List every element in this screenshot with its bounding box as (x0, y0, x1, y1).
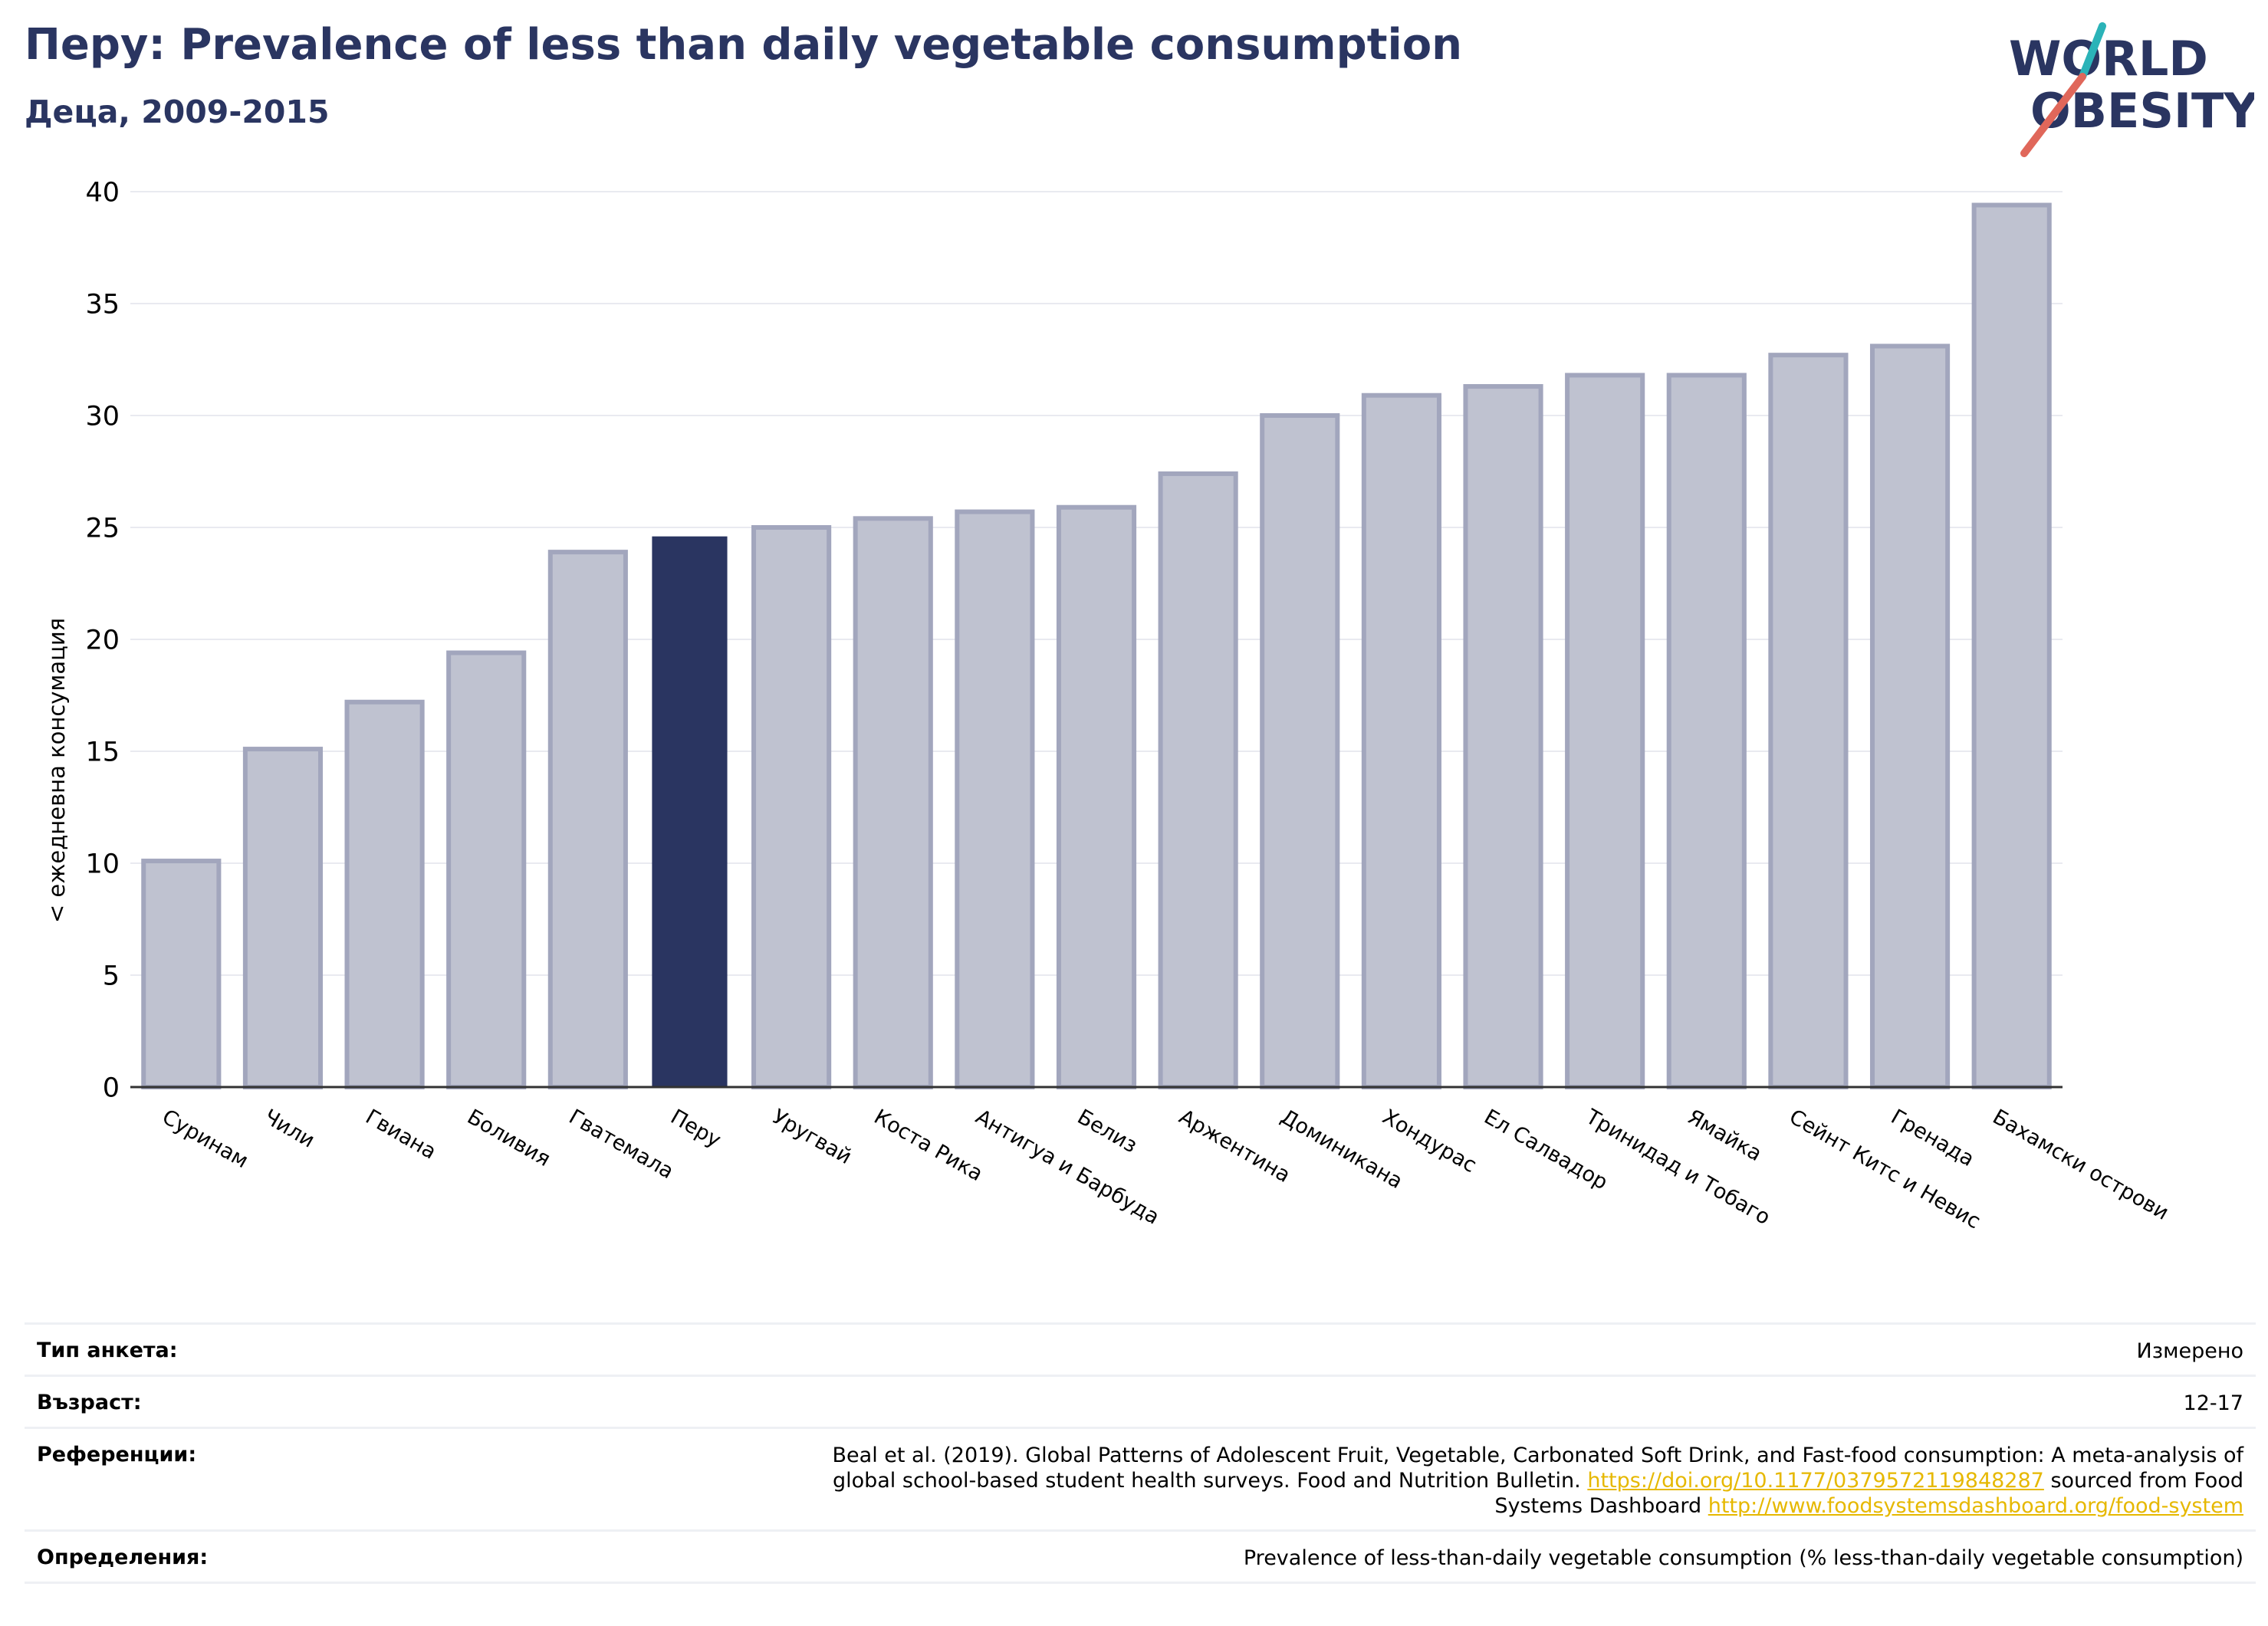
survey-type-value: Измерено (2136, 1339, 2243, 1363)
bar-19 (1971, 202, 2052, 1089)
age-label: Възраст: (37, 1391, 142, 1414)
age-value: 12-17 (2183, 1391, 2243, 1415)
bar-7 (751, 525, 832, 1089)
x-tick-label: Коста Рика (870, 1105, 987, 1186)
y-tick-label: 25 (85, 514, 120, 544)
x-tick-label: Перу (666, 1105, 725, 1152)
bar-9 (955, 509, 1035, 1089)
logo-text-world: WORLD (2009, 31, 2208, 87)
x-tick-label: Бахамски острови (1988, 1105, 2172, 1225)
bars (141, 202, 2052, 1090)
bar-5 (547, 550, 628, 1089)
dashboard-link[interactable]: http://www.foodsystemsdashboard.org/food… (1708, 1494, 2243, 1518)
y-tick-label: 0 (103, 1073, 120, 1104)
chart-title: Перу: Prevalence of less than daily vege… (25, 20, 1463, 70)
definitions-value: Prevalence of less-than-daily vegetable … (1243, 1546, 2243, 1570)
x-tick-label: Сейнт Китс и Невис (1785, 1105, 1984, 1233)
references-row: Референции: Beal et al. (2019). Global P… (25, 1427, 2256, 1529)
survey-type-label: Тип анкета: (37, 1339, 178, 1362)
bar-6 (652, 536, 728, 1087)
bar-14 (1463, 384, 1543, 1090)
references-text-line1: Beal et al. (2019). Global Patterns of A… (832, 1444, 2243, 1467)
bar-16 (1666, 373, 1747, 1089)
y-tick-label: 5 (103, 961, 120, 992)
bar-15 (1565, 373, 1645, 1089)
world-obesity-logo: WORLD OBESITY (2009, 22, 2254, 157)
y-tick-label: 20 (85, 626, 120, 656)
references-text-line2: global school-based student health surve… (832, 1469, 1588, 1493)
doi-link[interactable]: https://doi.org/10.1177/0379572119848287 (1587, 1469, 2044, 1493)
survey-type-row: Тип анкета: Измерено (25, 1322, 2256, 1375)
y-tick-label: 40 (85, 178, 120, 209)
x-tick-label: Суринам (158, 1105, 252, 1173)
x-tick-label: Белиз (1073, 1105, 1142, 1158)
references-text-line2b: sourced from Food (2043, 1469, 2243, 1493)
x-tick-label: Антигуа и Барбуда (971, 1105, 1163, 1229)
y-axis-label: < ежедневна консумация (44, 618, 70, 923)
bar-12 (1260, 413, 1340, 1089)
x-tick-label: Боливия (463, 1105, 554, 1171)
x-tick-label: Чили (260, 1105, 319, 1152)
x-tick-label: Ямайка (1684, 1105, 1766, 1166)
x-tick-label: Гвиана (361, 1105, 440, 1164)
definitions-row: Определения: Prevalence of less-than-dai… (25, 1529, 2256, 1584)
bar-chart: 0 5 10 15 20 25 30 35 40 Суринам Чили Гвиана Боливия… (44, 178, 2173, 1234)
y-tick-label: 10 (85, 849, 120, 880)
y-tick-label: 30 (85, 402, 120, 432)
chart-subtitle: Деца, 2009-2015 (25, 94, 330, 130)
bar-13 (1361, 393, 1441, 1089)
bar-18 (1869, 343, 1951, 1090)
bar-10 (1056, 504, 1137, 1089)
bar-1 (141, 859, 222, 1089)
info-table: Тип анкета: Измерено Възраст: 12-17 Рефе… (25, 1322, 2256, 1584)
bar-11 (1158, 471, 1238, 1089)
logo-slash-red (2020, 73, 2086, 157)
x-tick-label: Тринидад и Тобаго (1581, 1105, 1774, 1230)
bar-4 (446, 650, 527, 1089)
x-tick-label: Уругвай (768, 1105, 856, 1169)
bar-17 (1768, 353, 1849, 1090)
references-value: Beal et al. (2019). Global Patterns of A… (833, 1443, 2243, 1519)
references-label: Референции: (37, 1443, 197, 1467)
definitions-label: Определения: (37, 1546, 209, 1569)
bar-3 (344, 699, 425, 1089)
x-tick-label: Гватемала (565, 1105, 678, 1184)
references-text-line3: Systems Dashboard (1494, 1494, 1708, 1518)
y-tick-label: 15 (85, 737, 120, 768)
x-tick-label: Гренада (1887, 1105, 1978, 1171)
bar-8 (853, 516, 933, 1089)
logo-slash-teal (2079, 22, 2106, 80)
bar-2 (242, 747, 324, 1090)
y-tick-label: 35 (85, 290, 120, 320)
age-row: Възраст: 12-17 (25, 1375, 2256, 1427)
x-tick-label: Аржентина (1175, 1105, 1294, 1187)
